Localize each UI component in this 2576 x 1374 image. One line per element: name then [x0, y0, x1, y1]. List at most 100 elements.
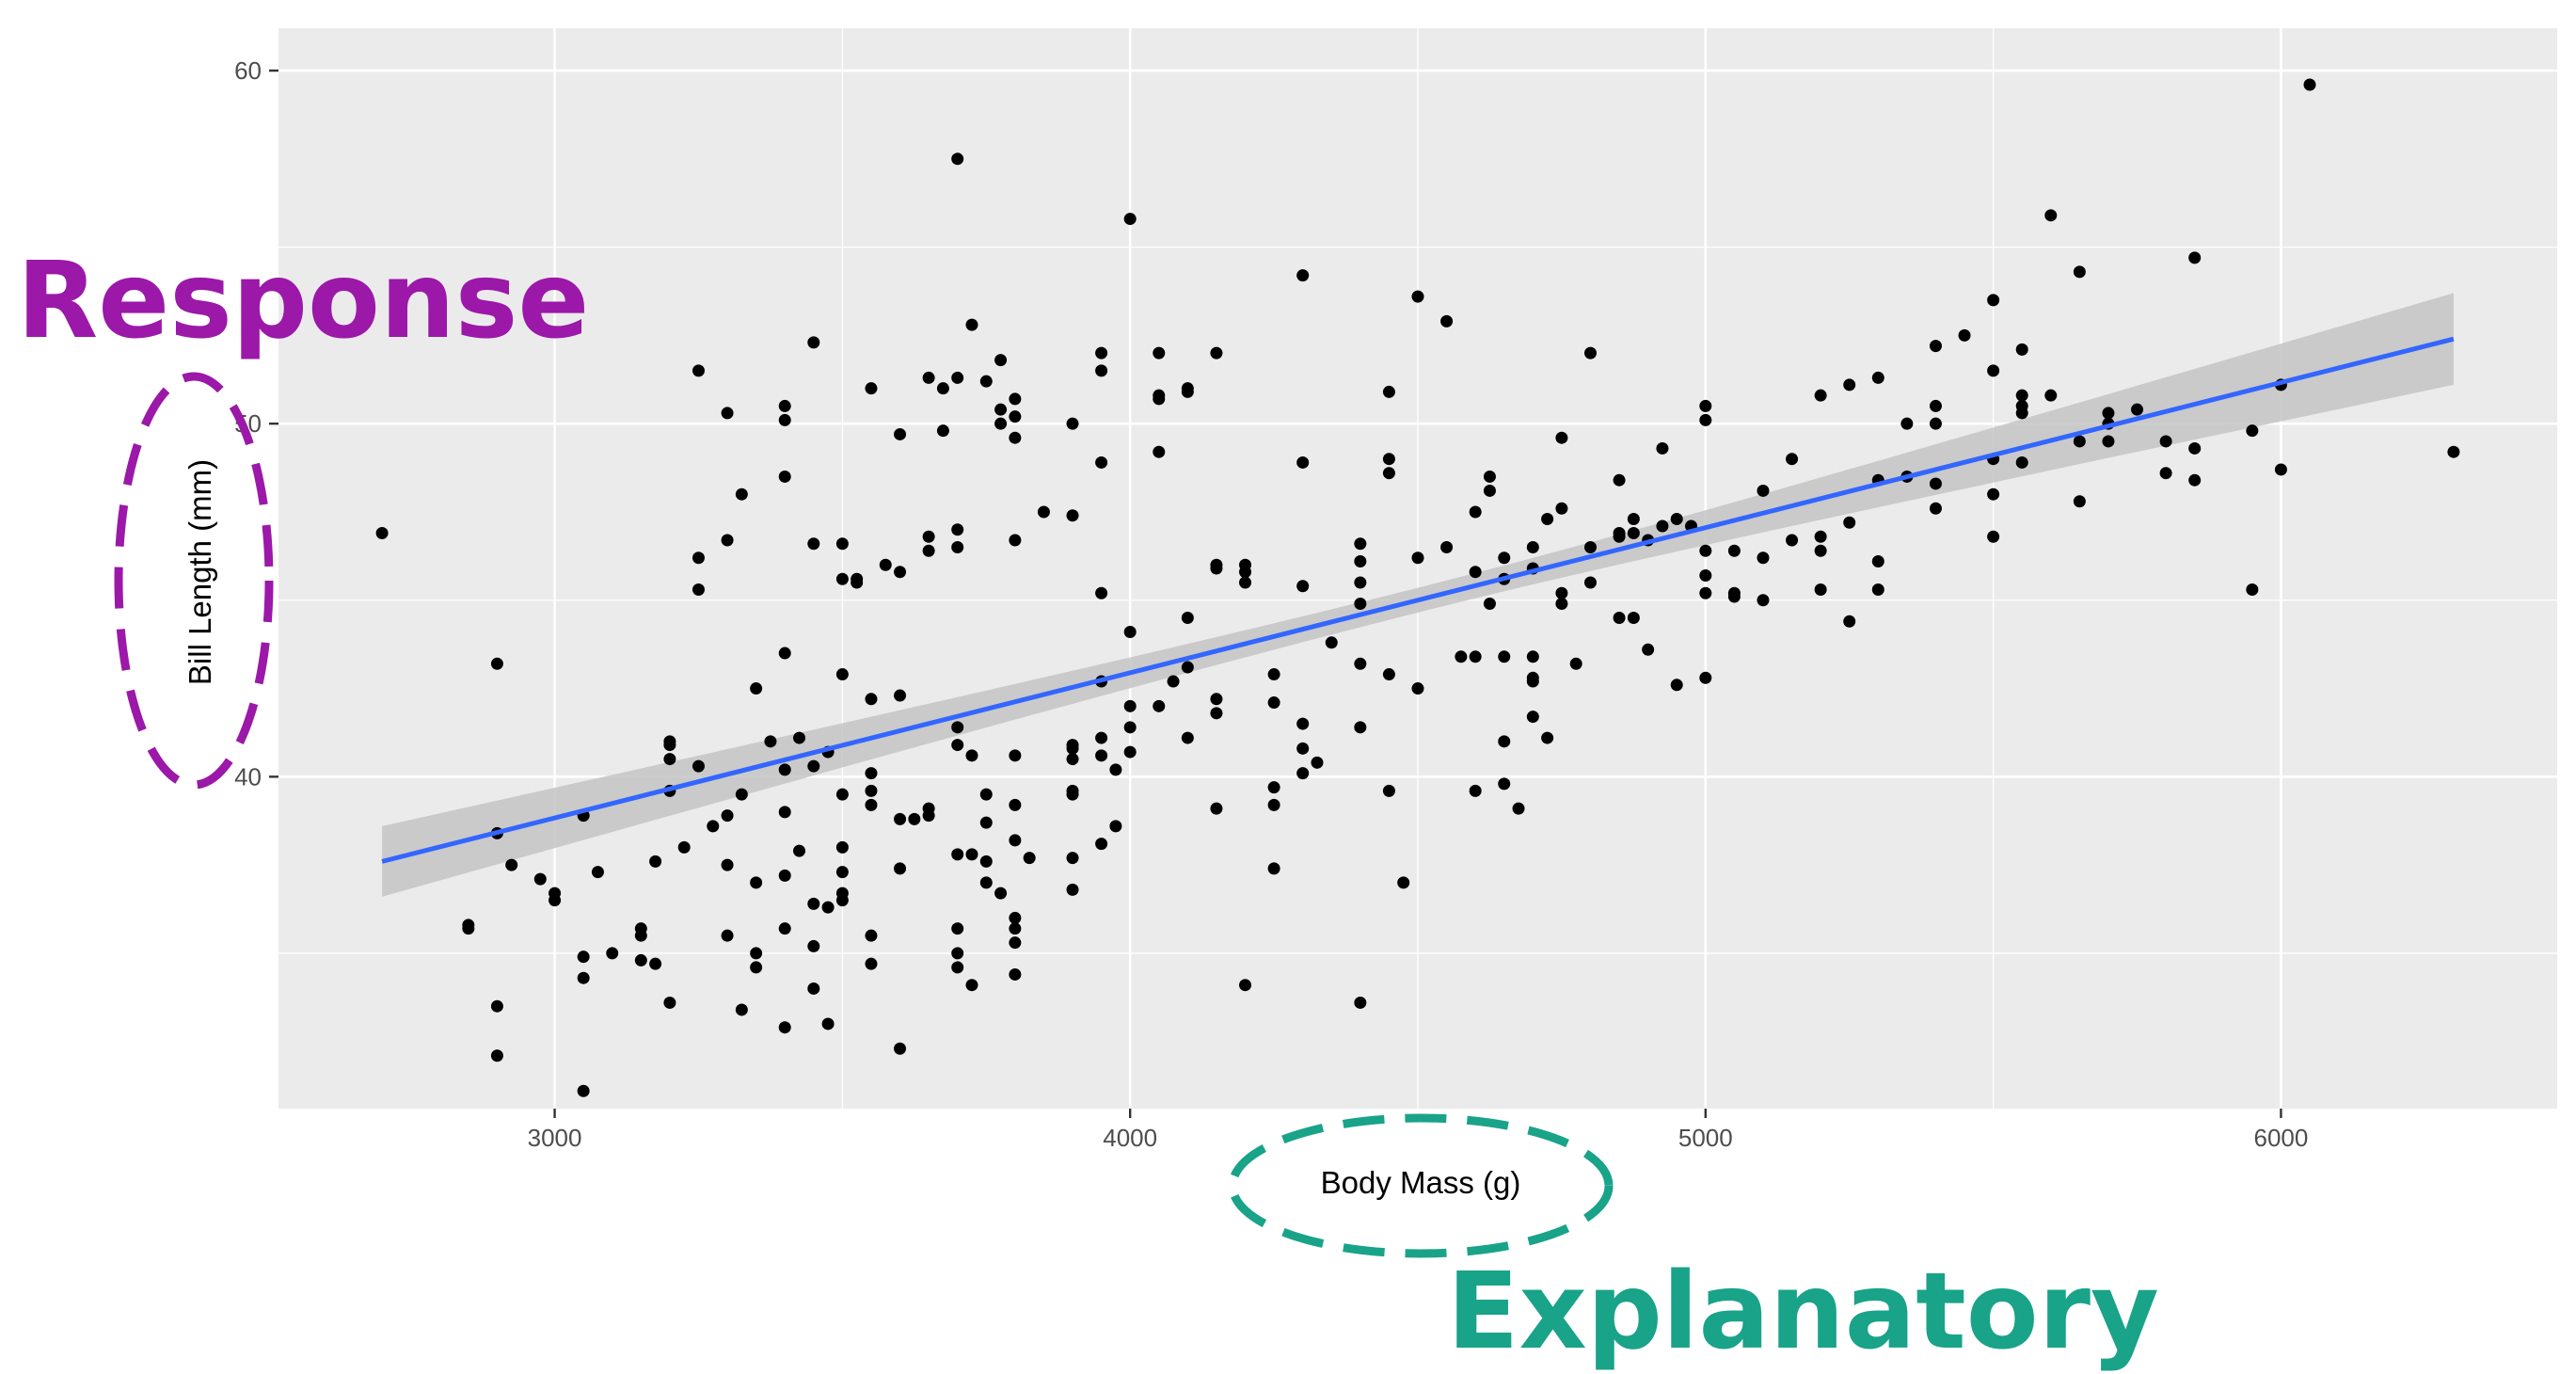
data-point	[663, 753, 676, 766]
data-point	[951, 947, 964, 960]
data-point	[2303, 78, 2316, 91]
data-point	[1296, 580, 1310, 593]
data-point	[1239, 576, 1252, 589]
data-point	[865, 382, 878, 395]
data-point	[894, 427, 907, 440]
data-point	[1699, 399, 1712, 412]
data-point	[2044, 209, 2058, 222]
data-point	[1699, 586, 1712, 599]
data-point	[1311, 756, 1324, 769]
data-point	[2188, 473, 2202, 487]
data-point	[2073, 265, 2086, 279]
data-point	[577, 1084, 590, 1097]
data-point	[936, 382, 949, 395]
data-point	[979, 375, 993, 388]
data-point	[1843, 516, 1856, 529]
data-point	[1296, 742, 1310, 755]
data-point	[778, 470, 791, 483]
data-point	[1987, 530, 2000, 543]
data-point	[462, 922, 475, 935]
data-point	[965, 318, 978, 331]
data-point	[1440, 314, 1454, 328]
data-point	[951, 739, 964, 752]
data-point	[1555, 586, 1568, 599]
data-point	[1469, 566, 1482, 579]
data-point	[979, 876, 993, 889]
data-point	[2015, 343, 2028, 356]
data-point	[865, 929, 878, 942]
data-point	[1929, 502, 1942, 515]
data-point	[2073, 495, 2086, 508]
data-point	[1095, 455, 1108, 469]
y-tick-label: 60	[234, 56, 262, 85]
data-point	[1009, 911, 1022, 924]
data-point	[965, 979, 978, 992]
explanatory-annotation: Explanatory	[1447, 1251, 2159, 1373]
data-point	[1469, 784, 1482, 797]
data-point	[778, 869, 791, 882]
data-point	[835, 840, 849, 854]
data-point	[533, 872, 547, 886]
data-point	[1354, 598, 1367, 611]
data-point	[894, 689, 907, 702]
data-point	[1526, 711, 1539, 724]
data-point	[1871, 583, 1884, 597]
data-point	[1296, 269, 1310, 282]
response-dashed-ellipse	[114, 372, 274, 790]
data-point	[750, 947, 763, 960]
data-point	[1109, 763, 1122, 776]
data-point	[2188, 441, 2202, 455]
data-point	[835, 788, 849, 801]
data-point	[1382, 453, 1395, 466]
data-point	[1153, 346, 1166, 359]
data-point	[1267, 798, 1280, 811]
data-point	[1023, 852, 1036, 865]
data-point	[778, 922, 791, 935]
data-point	[1727, 544, 1741, 557]
data-point	[1670, 512, 1683, 525]
data-point	[1382, 784, 1395, 797]
data-point	[1210, 693, 1223, 706]
data-point	[505, 858, 518, 871]
data-point	[2246, 424, 2259, 438]
regression-line	[381, 336, 2455, 864]
data-point	[1814, 583, 1827, 597]
data-point	[894, 862, 907, 875]
data-point	[1153, 445, 1166, 458]
data-point	[821, 901, 835, 914]
data-point	[1123, 626, 1137, 639]
data-point	[1296, 767, 1310, 780]
data-point	[577, 951, 590, 964]
data-point	[994, 417, 1008, 430]
data-point	[994, 887, 1008, 900]
data-point	[1167, 675, 1180, 688]
data-point	[1239, 566, 1252, 579]
x-tick-label: 4000	[1103, 1124, 1157, 1152]
data-point	[1987, 487, 2000, 501]
data-point	[1066, 883, 1079, 896]
data-point	[865, 693, 878, 706]
data-point	[750, 682, 763, 695]
data-point	[649, 957, 662, 970]
data-point	[793, 844, 806, 857]
data-point	[1699, 671, 1712, 684]
data-point	[1382, 668, 1395, 681]
data-point	[1498, 551, 1511, 565]
x-axis-ticks: 3000 4000 5000 6000	[528, 1109, 2308, 1152]
data-point	[1555, 598, 1568, 611]
data-point	[1354, 554, 1367, 567]
data-point	[663, 739, 676, 752]
data-point	[1325, 636, 1338, 649]
data-point	[1613, 612, 1626, 625]
data-point	[1483, 484, 1496, 497]
data-point	[1066, 788, 1079, 801]
data-point	[1469, 505, 1482, 519]
data-point	[894, 1042, 907, 1055]
data-point	[634, 929, 647, 942]
data-point	[994, 354, 1008, 367]
data-point	[1987, 294, 2000, 307]
data-point	[707, 820, 720, 833]
data-point	[1613, 473, 1626, 487]
data-point	[1009, 922, 1022, 935]
data-point	[951, 848, 964, 861]
